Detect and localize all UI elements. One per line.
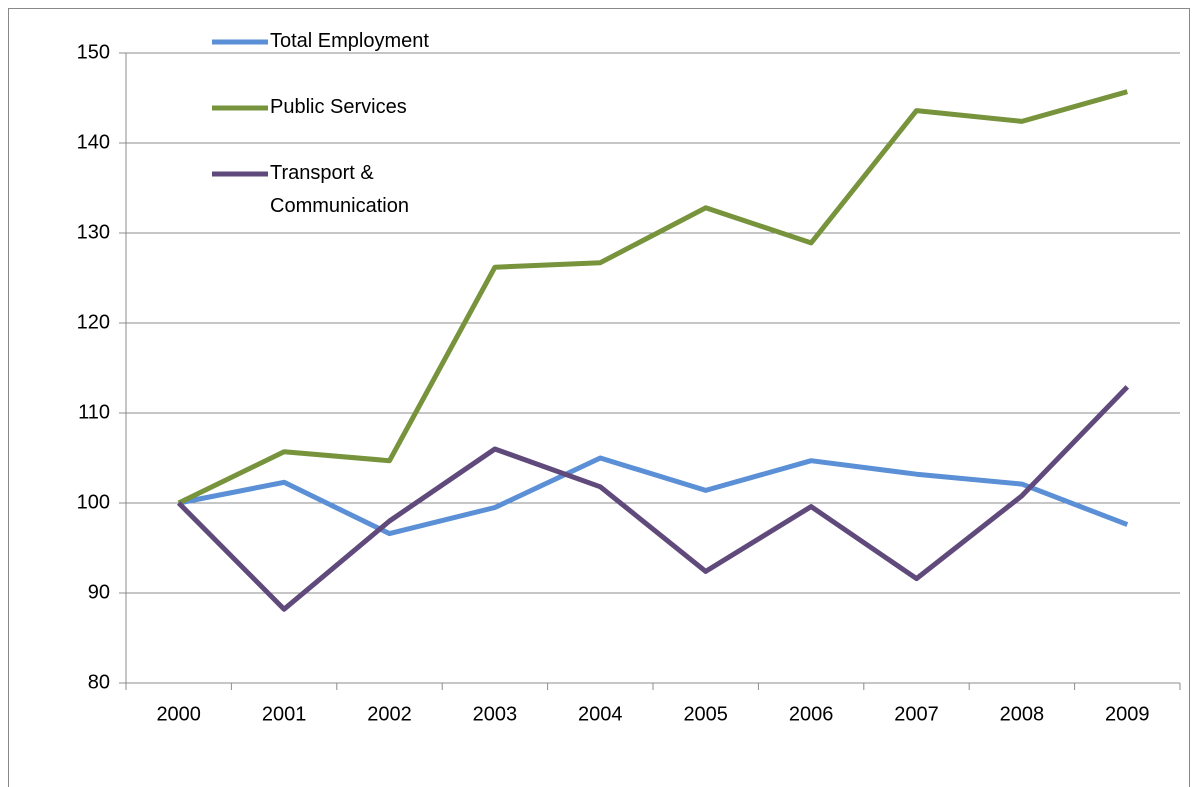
x-tick-label: 2007	[894, 703, 939, 725]
legend-label: Transport & Communication	[270, 162, 409, 217]
series-line	[176, 385, 1130, 612]
y-tick-label: 110	[78, 401, 110, 423]
x-tick-label: 2000	[156, 703, 201, 725]
chart-border	[8, 8, 1190, 787]
x-tick-label: 2002	[367, 703, 412, 725]
y-tick-label: 140	[77, 131, 110, 153]
x-tick-label: 2005	[683, 703, 728, 725]
y-tick-label: 80	[88, 671, 110, 693]
legend-label: Public Services	[270, 96, 407, 118]
x-tick-label: 2009	[1105, 703, 1150, 725]
x-tick-label: 2003	[473, 703, 518, 725]
y-tick-label: 120	[77, 311, 110, 333]
y-tick-label: 130	[77, 221, 110, 243]
x-tick-label: 2001	[262, 703, 307, 725]
y-tick-label: 100	[77, 491, 110, 513]
series-line	[177, 89, 1128, 506]
series-line	[178, 455, 1129, 537]
x-tick-label: 2006	[789, 703, 834, 725]
y-tick-label: 90	[88, 581, 110, 603]
y-tick-label: 150	[77, 41, 110, 63]
x-tick-label: 2008	[1000, 703, 1045, 725]
legend-label: Total Employment	[270, 30, 429, 52]
x-tick-label: 2004	[578, 703, 623, 725]
